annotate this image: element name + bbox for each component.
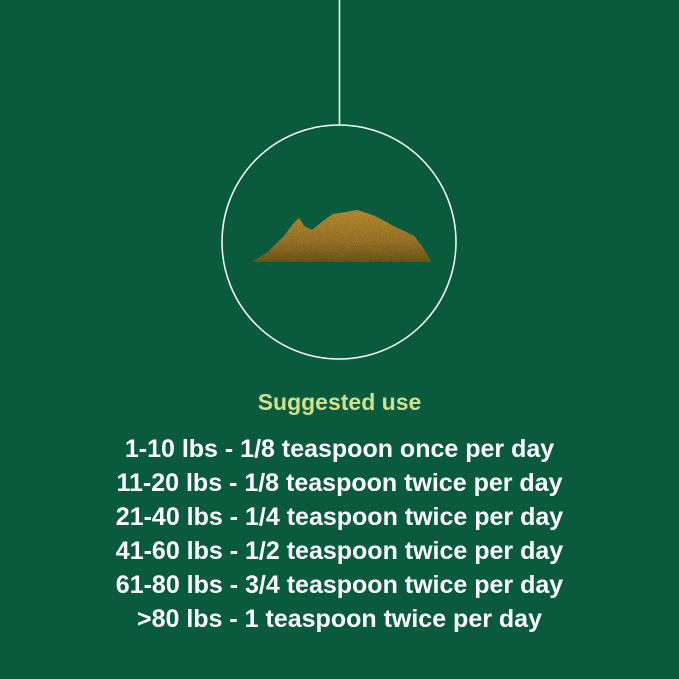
dosage-line: 61-80 lbs - 3/4 teaspoon twice per day [115,571,564,599]
powder-pile-icon [252,210,431,262]
dosage-list: 1-10 lbs - 1/8 teaspoon once per day 11-… [0,434,679,638]
dosage-line: 41-60 lbs - 1/2 teaspoon twice per day [115,537,564,565]
dosage-line: 21-40 lbs - 1/4 teaspoon twice per day [115,503,564,531]
circle-frame [221,124,457,360]
dosage-line: 11-20 lbs - 1/8 teaspoon twice per day [116,469,563,497]
dosage-line: >80 lbs - 1 teaspoon twice per day [136,605,542,633]
suggested-use-heading: Suggested use [257,389,422,415]
dosage-line: 1-10 lbs - 1/8 teaspoon once per day [124,435,555,463]
